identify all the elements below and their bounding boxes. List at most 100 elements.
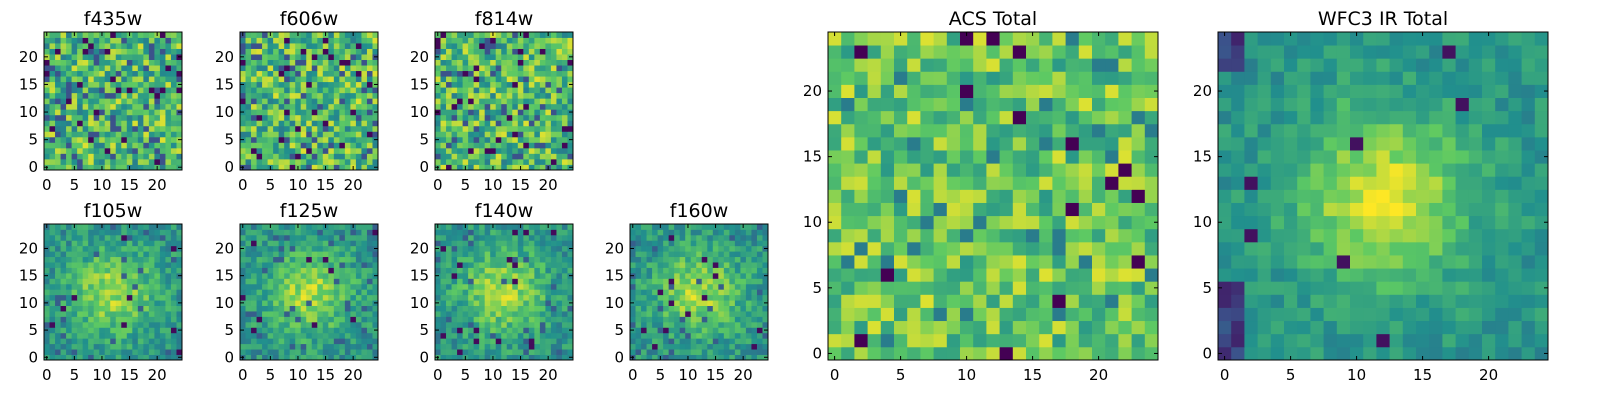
heatmap-cell (300, 131, 307, 138)
heatmap-cell (740, 327, 747, 334)
heatmap-cell (115, 131, 122, 138)
heatmap-cell (372, 283, 379, 290)
heatmap-cell (668, 354, 675, 361)
heatmap-cell (630, 229, 636, 236)
heatmap-cell (366, 114, 373, 121)
heatmap-cell (690, 354, 697, 361)
heatmap-cell (462, 283, 469, 290)
heatmap-cell (82, 48, 89, 55)
heatmap-cell (718, 272, 725, 279)
heatmap-cell (311, 120, 318, 127)
heatmap-cell (170, 76, 177, 83)
heatmap-cell (457, 300, 463, 306)
heatmap-cell (284, 43, 291, 49)
heatmap-cell (355, 59, 362, 66)
heatmap-cell (479, 256, 486, 263)
heatmap-cell (701, 245, 708, 252)
heatmap-cell (82, 224, 89, 230)
heatmap-cell (350, 54, 357, 60)
heatmap-cell (894, 150, 908, 164)
heatmap-cell (317, 349, 324, 355)
panel-title: f606w (280, 8, 339, 30)
heatmap-cell (110, 278, 117, 285)
heatmap-cell (462, 240, 469, 247)
heatmap-cell (44, 98, 50, 105)
heatmap-cell (506, 343, 513, 350)
heatmap-cell (154, 321, 161, 328)
heatmap-cell (245, 164, 252, 171)
heatmap-cell (284, 153, 291, 160)
heatmap-cell (517, 65, 524, 72)
heatmap-cell (126, 76, 133, 83)
heatmap-cell (77, 262, 84, 268)
heatmap-cell (841, 189, 855, 203)
heatmap-cell (165, 125, 172, 132)
heatmap-cell (300, 294, 307, 301)
heatmap-cell (534, 267, 541, 274)
heatmap-cell (289, 136, 296, 143)
heatmap-cell (679, 305, 686, 312)
heatmap-cell (501, 136, 508, 143)
heatmap-cell (440, 316, 447, 323)
heatmap-cell (446, 48, 452, 55)
heatmap-cell (528, 153, 535, 160)
heatmap-cell (154, 300, 161, 306)
heatmap-cell (561, 283, 568, 290)
heatmap-cell (99, 300, 106, 306)
heatmap-cell (284, 125, 291, 132)
heatmap-cell (517, 103, 524, 110)
heatmap-cell (490, 267, 497, 274)
heatmap-cell (690, 256, 697, 263)
heatmap-cell (77, 48, 84, 55)
heatmap-cell (630, 332, 636, 339)
heatmap-cell (104, 114, 111, 121)
heatmap-cell (71, 229, 78, 236)
heatmap-cell (251, 125, 257, 132)
heatmap-cell (143, 229, 150, 236)
heatmap-cell (121, 153, 128, 160)
heatmap-cell (539, 234, 546, 241)
heatmap-cell (104, 131, 111, 138)
heatmap-cell (245, 103, 252, 110)
heatmap-cell (71, 147, 78, 154)
heatmap-cell (137, 59, 144, 66)
heatmap-cell (170, 278, 177, 285)
heatmap-cell (512, 311, 519, 317)
heatmap-cell (652, 272, 658, 279)
heatmap-cell (561, 267, 568, 274)
heatmap-cell (630, 289, 636, 296)
heatmap-cell (1039, 294, 1053, 308)
heatmap-cell (528, 32, 535, 38)
heatmap-cell (300, 262, 307, 268)
heatmap-cell (894, 346, 908, 361)
heatmap-cell (468, 272, 475, 279)
heatmap-cell (93, 147, 100, 154)
heatmap-cell (154, 136, 161, 143)
heatmap-cell (295, 305, 302, 312)
heatmap-cell (495, 229, 502, 236)
heatmap-cell (473, 109, 480, 116)
heatmap-cell (841, 346, 855, 361)
heatmap-cell (295, 109, 302, 116)
y-tick-label: 0 (28, 348, 38, 366)
heatmap-cell (267, 43, 274, 49)
heatmap-cell (143, 92, 150, 99)
heatmap-cell (561, 316, 568, 323)
heatmap-cell (734, 251, 741, 258)
heatmap-cell (262, 65, 268, 72)
heatmap-cell (946, 189, 961, 203)
heatmap-cell (267, 114, 274, 121)
heatmap-cell (49, 70, 56, 77)
heatmap-cell (300, 158, 307, 165)
heatmap-cell (55, 136, 61, 143)
heatmap-cell (143, 125, 150, 132)
heatmap-cell (707, 338, 714, 345)
heatmap-cell (451, 327, 458, 334)
heatmap-cell (1012, 163, 1027, 177)
heatmap-cell (366, 327, 373, 334)
heatmap-cell (251, 354, 257, 361)
heatmap-cell (355, 65, 362, 72)
heatmap-cell (267, 289, 274, 296)
heatmap-cell (539, 131, 546, 138)
heatmap-cell (60, 43, 67, 49)
